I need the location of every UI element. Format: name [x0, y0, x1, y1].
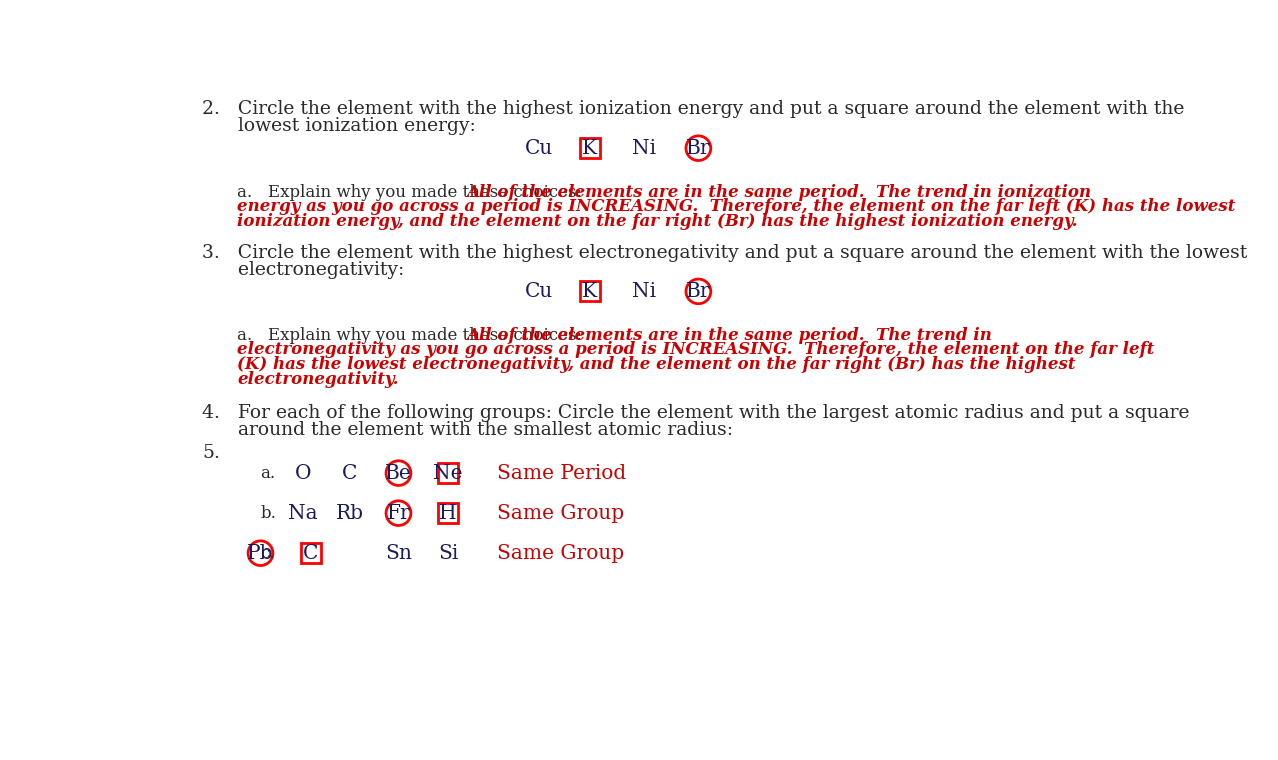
- Text: Be: Be: [385, 464, 412, 483]
- Text: Ni: Ni: [633, 282, 656, 301]
- Text: 2.   Circle the element with the highest ionization energy and put a square arou: 2. Circle the element with the highest i…: [202, 100, 1185, 119]
- Text: Ne: Ne: [433, 464, 463, 483]
- Text: lowest ionization energy:: lowest ionization energy:: [202, 117, 477, 135]
- Text: Cu: Cu: [525, 282, 553, 301]
- Text: H: H: [440, 504, 456, 523]
- Text: O: O: [295, 464, 312, 483]
- Text: Na: Na: [289, 504, 318, 523]
- Text: 3.   Circle the element with the highest electronegativity and put a square arou: 3. Circle the element with the highest e…: [202, 244, 1247, 261]
- Text: C: C: [303, 543, 318, 562]
- Text: Si: Si: [438, 543, 459, 562]
- Text: electronegativity.: electronegativity.: [238, 371, 399, 388]
- Text: c.: c.: [261, 545, 275, 562]
- Text: Same Group: Same Group: [497, 543, 624, 562]
- Text: a.: a.: [261, 464, 276, 482]
- Text: Br: Br: [686, 282, 711, 301]
- Text: 4.   For each of the following groups: Circle the element with the largest atomi: 4. For each of the following groups: Cir…: [202, 404, 1190, 422]
- Text: electronegativity:: electronegativity:: [202, 261, 405, 279]
- Text: Fr: Fr: [386, 504, 410, 523]
- Text: All of the elements are in the same period.  The trend in ionization: All of the elements are in the same peri…: [466, 184, 1091, 201]
- Text: energy as you go across a period is INCREASING.  Therefore, the element on the f: energy as you go across a period is INCR…: [238, 198, 1236, 215]
- Text: Same Period: Same Period: [497, 464, 626, 483]
- Text: (K) has the lowest electronegativity, and the element on the far right (Br) has : (K) has the lowest electronegativity, an…: [238, 356, 1076, 373]
- Text: around the element with the smallest atomic radius:: around the element with the smallest ato…: [202, 421, 734, 439]
- Text: K: K: [583, 138, 597, 157]
- Text: 5.: 5.: [202, 444, 220, 462]
- Text: Cu: Cu: [525, 138, 553, 157]
- Text: ionization energy, and the element on the far right (Br) has the highest ionizat: ionization energy, and the element on th…: [238, 213, 1077, 230]
- Text: electronegativity as you go across a period is INCREASING.  Therefore, the eleme: electronegativity as you go across a per…: [238, 341, 1154, 359]
- Text: C: C: [343, 464, 358, 483]
- Text: b.: b.: [261, 505, 276, 521]
- Text: a.   Explain why you made these choices:: a. Explain why you made these choices:: [238, 184, 588, 201]
- Text: Rb: Rb: [336, 504, 364, 523]
- Text: Pb: Pb: [247, 543, 273, 562]
- Text: Ni: Ni: [633, 138, 656, 157]
- Text: Same Group: Same Group: [497, 504, 624, 523]
- Text: Sn: Sn: [385, 543, 412, 562]
- Text: K: K: [583, 282, 597, 301]
- Text: All of the elements are in the same period.  The trend in: All of the elements are in the same peri…: [466, 327, 992, 344]
- Text: Br: Br: [686, 138, 711, 157]
- Text: a.   Explain why you made these choices:: a. Explain why you made these choices:: [238, 327, 588, 344]
